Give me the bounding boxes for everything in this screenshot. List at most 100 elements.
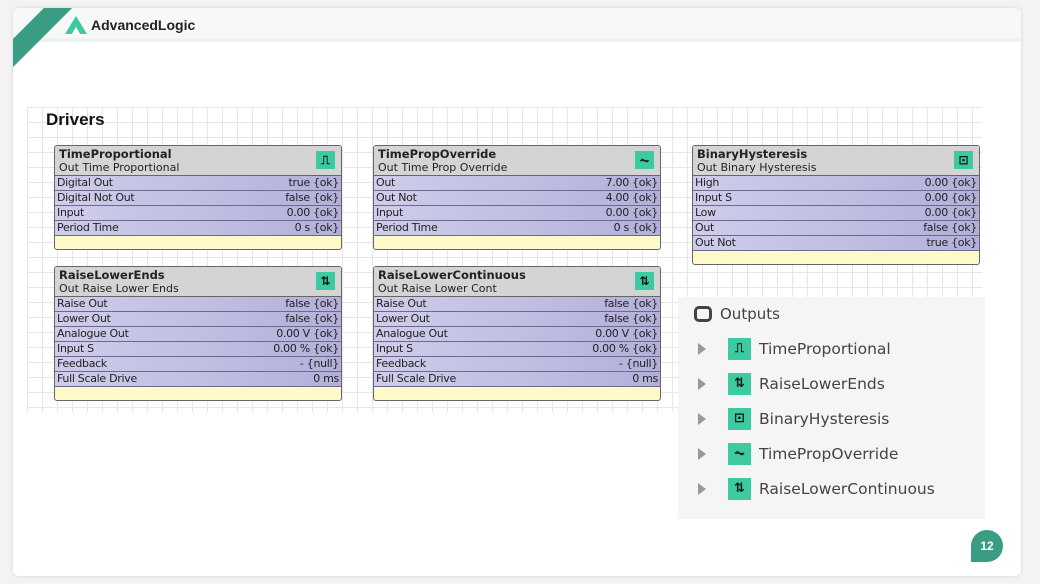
- property-label: Input S: [376, 342, 413, 355]
- outputs-item-label: TimeProportional: [759, 340, 891, 358]
- outputs-item[interactable]: ⇅ RaiseLowerEnds: [698, 373, 885, 395]
- raise-lower-icon: ⇅: [316, 272, 335, 290]
- folder-icon: [694, 306, 712, 322]
- block-subtitle: Out Raise Lower Cont: [378, 282, 497, 295]
- outputs-folder[interactable]: Outputs: [694, 305, 780, 323]
- block-header[interactable]: TimeProportional Out Time Proportional ⎍: [55, 146, 341, 176]
- outputs-item[interactable]: ⏦ TimePropOverride: [698, 443, 898, 465]
- property-row[interactable]: Out 7.00 {ok}: [374, 176, 660, 191]
- expand-arrow-icon[interactable]: [698, 343, 706, 355]
- block-footer: [55, 236, 341, 249]
- property-label: Digital Not Out: [57, 191, 135, 204]
- page-number: 12: [971, 530, 1003, 562]
- block-subtitle: Out Time Proportional: [59, 161, 180, 174]
- property-value: 0 s {ok}: [294, 221, 340, 234]
- property-value: 0.00 {ok}: [924, 176, 978, 189]
- block-header[interactable]: RaiseLowerContinuous Out Raise Lower Cont…: [374, 267, 660, 297]
- outputs-item[interactable]: ⇅ RaiseLowerContinuous: [698, 478, 935, 500]
- property-label: Input S: [57, 342, 94, 355]
- property-row[interactable]: Lower Out false {ok}: [374, 312, 660, 327]
- property-label: Digital Out: [57, 176, 113, 189]
- property-row[interactable]: Input S 0.00 {ok}: [693, 191, 979, 206]
- property-row[interactable]: Digital Out true {ok}: [55, 176, 341, 191]
- block-footer: [374, 387, 660, 400]
- property-row[interactable]: Input S 0.00 % {ok}: [55, 342, 341, 357]
- property-label: Lower Out: [57, 312, 111, 325]
- block-header[interactable]: RaiseLowerEnds Out Raise Lower Ends ⇅: [55, 267, 341, 297]
- outputs-item[interactable]: ⎍ TimeProportional: [698, 338, 891, 360]
- property-row[interactable]: Input S 0.00 % {ok}: [374, 342, 660, 357]
- property-row[interactable]: Full Scale Drive 0 ms: [55, 372, 341, 387]
- outputs-item-label: TimePropOverride: [759, 445, 899, 463]
- outputs-item[interactable]: ⊡ BinaryHysteresis: [698, 408, 889, 430]
- property-value: 0 s {ok}: [613, 221, 659, 234]
- property-row[interactable]: Analogue Out 0.00 V {ok}: [374, 327, 660, 342]
- property-value: 4.00 {ok}: [605, 191, 659, 204]
- block-raise-lower-continuous[interactable]: RaiseLowerContinuous Out Raise Lower Cont…: [373, 266, 661, 401]
- property-row[interactable]: Analogue Out 0.00 V {ok}: [55, 327, 341, 342]
- property-row[interactable]: Raise Out false {ok}: [374, 297, 660, 312]
- expand-arrow-icon[interactable]: [698, 483, 706, 495]
- property-value: false {ok}: [604, 297, 658, 310]
- property-value: 0.00 % {ok}: [273, 342, 339, 355]
- property-value: 0.00 {ok}: [924, 206, 978, 219]
- block-name: BinaryHysteresis: [697, 147, 808, 161]
- property-value: 0 ms: [632, 372, 658, 385]
- outputs-item-label: BinaryHysteresis: [759, 410, 890, 428]
- expand-arrow-icon[interactable]: [698, 448, 706, 460]
- property-row[interactable]: High 0.00 {ok}: [693, 176, 979, 191]
- property-value: 0.00 V {ok}: [595, 327, 658, 340]
- property-label: Feedback: [376, 357, 426, 370]
- property-label: Out Not: [376, 191, 417, 204]
- property-row[interactable]: Lower Out false {ok}: [55, 312, 341, 327]
- property-row[interactable]: Out Not true {ok}: [693, 236, 979, 251]
- block-binary-hysteresis[interactable]: BinaryHysteresis Out Binary Hysteresis ⊡ Hi…: [692, 145, 980, 265]
- property-value: false {ok}: [604, 312, 658, 325]
- property-value: 0 ms: [313, 372, 339, 385]
- property-label: Out: [376, 176, 396, 189]
- header-band: [13, 8, 1021, 42]
- block-name: RaiseLowerContinuous: [378, 268, 526, 282]
- block-name: TimePropOverride: [378, 147, 497, 161]
- property-value: 0.00 % {ok}: [592, 342, 658, 355]
- property-value: 0.00 {ok}: [286, 206, 340, 219]
- property-row[interactable]: Input 0.00 {ok}: [55, 206, 341, 221]
- property-row[interactable]: Raise Out false {ok}: [55, 297, 341, 312]
- property-row[interactable]: Low 0.00 {ok}: [693, 206, 979, 221]
- property-value: false {ok}: [285, 297, 339, 310]
- override-wave-icon: ⏦: [635, 151, 654, 169]
- property-row[interactable]: Period Time 0 s {ok}: [374, 221, 660, 236]
- block-time-proportional[interactable]: TimeProportional Out Time Proportional ⎍ Di…: [54, 145, 342, 250]
- property-row[interactable]: Period Time 0 s {ok}: [55, 221, 341, 236]
- property-row[interactable]: Digital Not Out false {ok}: [55, 191, 341, 206]
- brand-logo: AdvancedLogic: [65, 16, 195, 34]
- expand-arrow-icon[interactable]: [698, 378, 706, 390]
- property-label: Out: [695, 221, 715, 234]
- block-subtitle: Out Time Prop Override: [378, 161, 508, 174]
- property-value: - {null}: [299, 357, 339, 370]
- expand-arrow-icon[interactable]: [698, 413, 706, 425]
- block-header[interactable]: TimePropOverride Out Time Prop Override ⏦: [374, 146, 660, 176]
- raise-lower-icon: ⇅: [728, 373, 751, 395]
- outputs-item-label: RaiseLowerEnds: [759, 375, 885, 393]
- property-label: Input: [57, 206, 84, 219]
- property-row[interactable]: Input 0.00 {ok}: [374, 206, 660, 221]
- block-raise-lower-ends[interactable]: RaiseLowerEnds Out Raise Lower Ends ⇅ Raise…: [54, 266, 342, 401]
- property-row[interactable]: Out Not 4.00 {ok}: [374, 191, 660, 206]
- block-name: TimeProportional: [59, 147, 172, 161]
- property-label: Analogue Out: [57, 327, 129, 340]
- property-label: Low: [695, 206, 716, 219]
- block-time-prop-override[interactable]: TimePropOverride Out Time Prop Override ⏦ O…: [373, 145, 661, 250]
- property-row[interactable]: Full Scale Drive 0 ms: [374, 372, 660, 387]
- property-label: Input: [376, 206, 403, 219]
- hysteresis-icon: ⊡: [728, 408, 751, 430]
- property-label: Full Scale Drive: [57, 372, 137, 385]
- property-value: 0.00 V {ok}: [276, 327, 339, 340]
- property-row[interactable]: Feedback - {null}: [55, 357, 341, 372]
- property-row[interactable]: Feedback - {null}: [374, 357, 660, 372]
- hysteresis-icon: ⊡: [954, 151, 973, 169]
- property-value: false {ok}: [923, 221, 977, 234]
- property-value: true {ok}: [288, 176, 340, 189]
- block-header[interactable]: BinaryHysteresis Out Binary Hysteresis ⊡: [693, 146, 979, 176]
- property-row[interactable]: Out false {ok}: [693, 221, 979, 236]
